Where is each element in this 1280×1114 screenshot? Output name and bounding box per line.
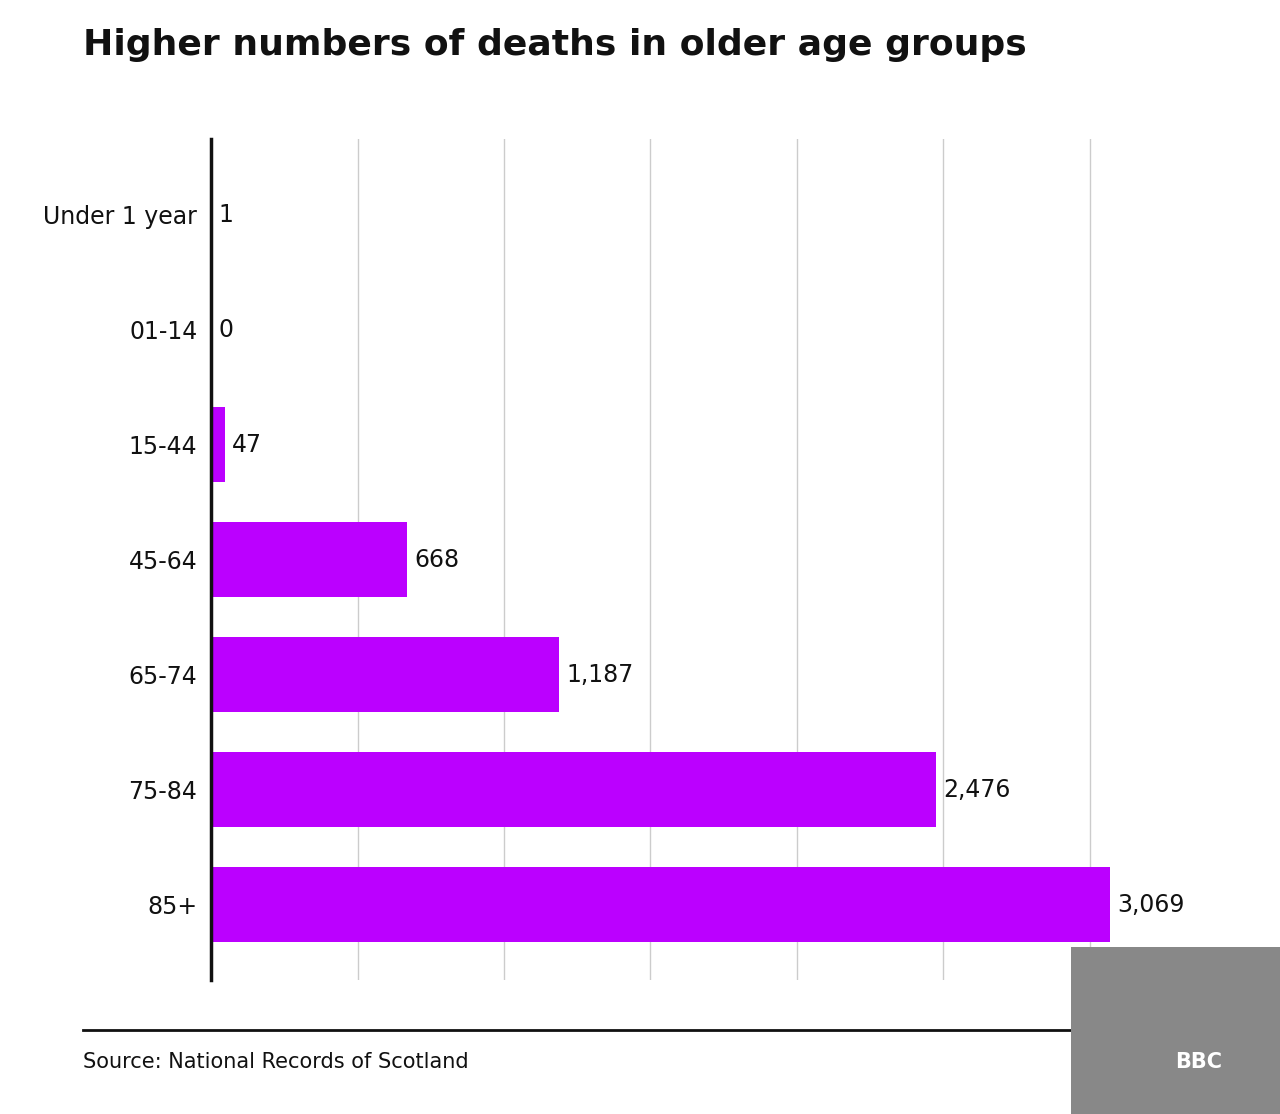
Bar (211, 752, 936, 827)
Text: BBC: BBC (1175, 1052, 1222, 1072)
Text: 1: 1 (219, 203, 234, 227)
Text: 0: 0 (219, 317, 233, 342)
Text: 47: 47 (232, 433, 262, 457)
Bar (211, 522, 407, 597)
Bar (211, 868, 1110, 942)
Text: 1,187: 1,187 (566, 663, 634, 686)
Text: 3,069: 3,069 (1117, 892, 1185, 917)
Text: 668: 668 (415, 548, 460, 571)
Bar (211, 637, 559, 712)
Text: 2,476: 2,476 (943, 778, 1011, 802)
Bar (211, 408, 225, 482)
Text: Higher numbers of deaths in older age groups: Higher numbers of deaths in older age gr… (83, 28, 1027, 62)
Text: Source: National Records of Scotland: Source: National Records of Scotland (83, 1052, 468, 1072)
